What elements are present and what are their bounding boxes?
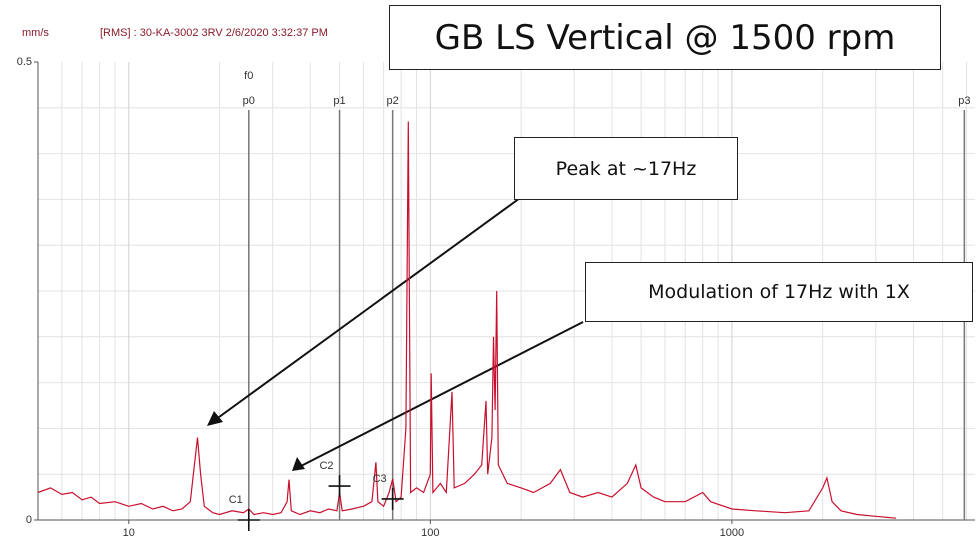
x-tick-label: 10 [123,527,135,539]
cursor-label: p3 [958,95,970,107]
cursor-label: p0 [243,95,255,107]
annotation: Modulation of 17Hz with 1X [585,262,973,322]
x-tick-label: 100 [421,527,439,539]
arrowhead [292,457,305,471]
cursor-marker [328,475,351,498]
cursor-marker [237,509,260,531]
marker-label: C2 [319,460,333,472]
header: [RMS] : 30-KA-3002 3RV 2/6/2020 3:32:37 … [100,27,328,39]
marker-label: C1 [229,494,243,506]
cursor-label: p1 [333,95,345,107]
y-tick-label: 0 [26,514,32,526]
arrowhead [207,411,223,426]
y-tick-label: 0.5 [17,56,32,68]
marker-label: C3 [373,473,387,485]
cursor-marker [381,487,404,510]
spectrum-line [37,121,897,519]
y-unit: mm/s [22,27,49,39]
cursor-label: f0 [244,70,253,82]
arrow [300,321,584,467]
x-tick-label: 1000 [720,527,744,539]
cursor-label: p2 [387,95,399,107]
title-box: GB LS Vertical @ 1500 rpm [389,5,941,70]
annotation: Peak at ~17Hz [514,137,738,200]
arrow [214,197,521,421]
